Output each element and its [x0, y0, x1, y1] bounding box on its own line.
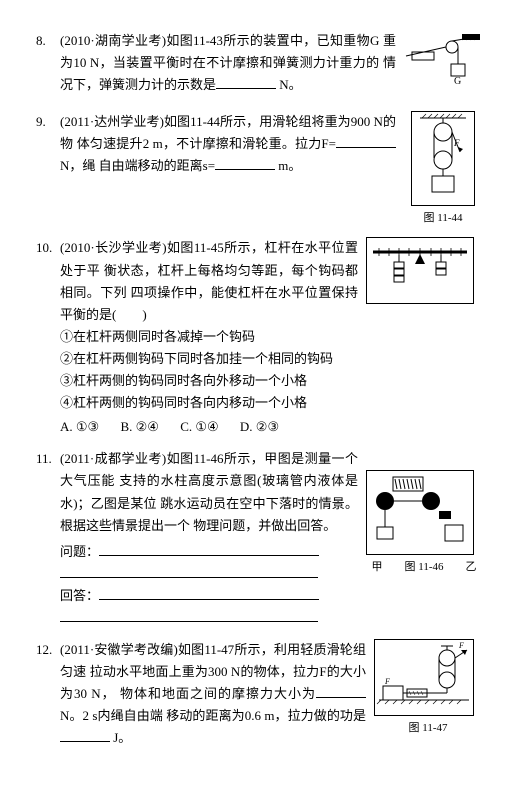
answer-label: 回答：: [60, 588, 99, 603]
lever-balance-icon: [367, 238, 473, 296]
figure-caption: 图 11-47: [374, 719, 482, 738]
problem-9: 9. F 图 11-44 (2011·达州学业考)如图11-44所示，用滑轮组将…: [60, 111, 482, 227]
blank-1: [216, 88, 276, 89]
figure-11-44: F: [411, 111, 475, 206]
text-line: J。: [110, 730, 131, 745]
figure-col: F F 图 11-47: [374, 639, 482, 737]
answer-blank: [99, 599, 319, 600]
option-d: D. ②③: [240, 416, 279, 438]
problem-text: (2011·安徽学考改编)如图11-47所示，利用轻质滑轮组匀速 拉动水平地面上…: [60, 639, 366, 749]
text-line: 移动的距离为0.6 m，拉力做的功是: [166, 708, 366, 723]
pulley-block-icon: F: [412, 112, 474, 198]
problem-number: 8.: [36, 30, 46, 52]
problem-text: (2010·长沙学业考)如图11-45所示，杠杆在水平位置处于平 衡状态，杠杆上…: [60, 237, 358, 325]
blank-2: [60, 741, 110, 742]
question-blank: [99, 555, 319, 556]
svg-text:F: F: [453, 138, 460, 148]
svg-text:F: F: [384, 677, 390, 686]
problem-number: 12.: [36, 639, 52, 661]
text-line: 物理问题，并做出回答。: [193, 518, 336, 533]
option-a: A. ①③: [60, 416, 99, 438]
blank-1: [336, 147, 396, 148]
figure-col: 甲 图 11-46 乙: [366, 470, 482, 576]
figure-col: F 图 11-44: [404, 111, 482, 227]
problem-text: (2011·达州学业考)如图11-44所示，用滑轮组将重为900 N的物 体匀速…: [60, 111, 396, 177]
problem-number: 9.: [36, 111, 46, 133]
text-line: N，绳: [60, 158, 95, 173]
problem-8: 8. G (2010·湖南学业考)如图11-43所示的装置中，已知重物G 重为1…: [60, 30, 482, 101]
blank-2: [215, 169, 275, 170]
figure-caption: 甲 图 11-46 乙: [366, 558, 482, 577]
option-b: B. ②④: [120, 416, 158, 438]
horizontal-pulley-icon: F F: [375, 640, 473, 708]
problem-12: 12. F F 图 11-47: [60, 639, 482, 749]
figure-col: [366, 237, 482, 304]
text-line: N。2 s内绳自由端: [60, 708, 163, 723]
answer-blank-2: [60, 621, 318, 622]
problem-text: (2011·成都学业考)如图11-46所示，甲图是测量一个大气压能 支持的水柱高…: [60, 448, 358, 629]
question-blank-2: [60, 577, 318, 578]
option-item-1: ①在杠杆两侧同时各减掉一个钩码: [60, 326, 482, 348]
figure-caption: 图 11-44: [404, 209, 482, 228]
question-label: 问题：: [60, 544, 99, 559]
option-item-4: ④杠杆两侧的钩码同时各向内移动一个小格: [60, 392, 482, 414]
figure-11-43: G: [402, 32, 482, 97]
figure-11-45: [366, 237, 474, 304]
pressure-diver-icon: [367, 471, 473, 547]
svg-text:G: G: [454, 76, 461, 87]
problem-11: 11. 甲 图 11-46 乙 (2011·成都学业考)如图11-46所示，甲图…: [60, 448, 482, 629]
problem-10: 10. (2010·长沙学业考)如图11-45所示，杠杆在水平位置处于平 衡状态…: [60, 237, 482, 438]
text-line: (2010·湖南学业考)如图11-43所示的装置中，已知重物G: [60, 33, 379, 48]
option-item-2: ②在杠杆两侧钩码下同时各加挂一个相同的钩码: [60, 348, 482, 370]
text-line: 体匀速提升2 m，不计摩擦和滑轮重。拉力F=: [77, 136, 336, 151]
problem-options-list: ①在杠杆两侧同时各减掉一个钩码 ②在杠杆两侧钩码下同时各加挂一个相同的钩码 ③杠…: [60, 326, 482, 414]
pulley-diagram-icon: G: [402, 32, 482, 90]
blank-1: [316, 697, 366, 698]
answer-options: A. ①③ B. ②④ C. ①④ D. ②③: [60, 416, 482, 438]
option-item-3: ③杠杆两侧的钩码同时各向外移动一个小格: [60, 370, 482, 392]
text-line: m。: [275, 158, 301, 173]
problem-number: 11.: [36, 448, 52, 470]
text-line: 自由端移动的距离s=: [99, 158, 215, 173]
figure-11-46: [366, 470, 474, 555]
figure-11-47: F F: [374, 639, 474, 716]
svg-text:F: F: [458, 641, 464, 650]
text-line: N。: [276, 77, 302, 92]
option-c: C. ①④: [180, 416, 218, 438]
text-line: 物体和地面之间的摩擦力大小为: [120, 686, 316, 701]
problem-number: 10.: [36, 237, 52, 259]
